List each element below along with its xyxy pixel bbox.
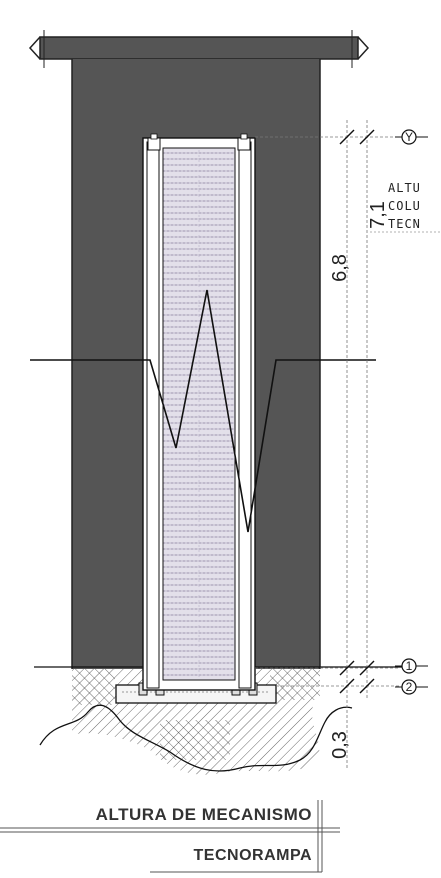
title-block-title: ALTURA DE MECANISMO	[96, 805, 312, 824]
mechanism-column	[142, 133, 256, 691]
dimension-lines	[255, 120, 441, 770]
ground-outline	[39, 704, 353, 772]
title-block: ALTURA DE MECANISMO TECNORAMPA	[0, 800, 340, 873]
reference-marker-y: Y	[395, 129, 428, 145]
reference-label-y: Y	[405, 130, 413, 144]
reference-label-2: 2	[406, 680, 413, 694]
dimension-lower: 0,3	[329, 731, 351, 759]
top-slab	[28, 30, 370, 68]
side-note-line-2: COLU	[388, 199, 421, 213]
side-note: ALTU COLU TECN	[388, 181, 421, 231]
reference-marker-1: 1	[395, 658, 428, 674]
side-note-line-1: ALTU	[388, 181, 421, 195]
break-line	[30, 289, 376, 533]
dimension-upper: 6,8	[329, 254, 351, 282]
dimension-total: 7,1	[367, 201, 389, 229]
reference-marker-2: 2	[395, 679, 428, 695]
title-block-subtitle: TECNORAMPA	[194, 847, 312, 864]
reference-label-1: 1	[406, 659, 413, 673]
side-note-line-3: TECN	[388, 217, 421, 231]
